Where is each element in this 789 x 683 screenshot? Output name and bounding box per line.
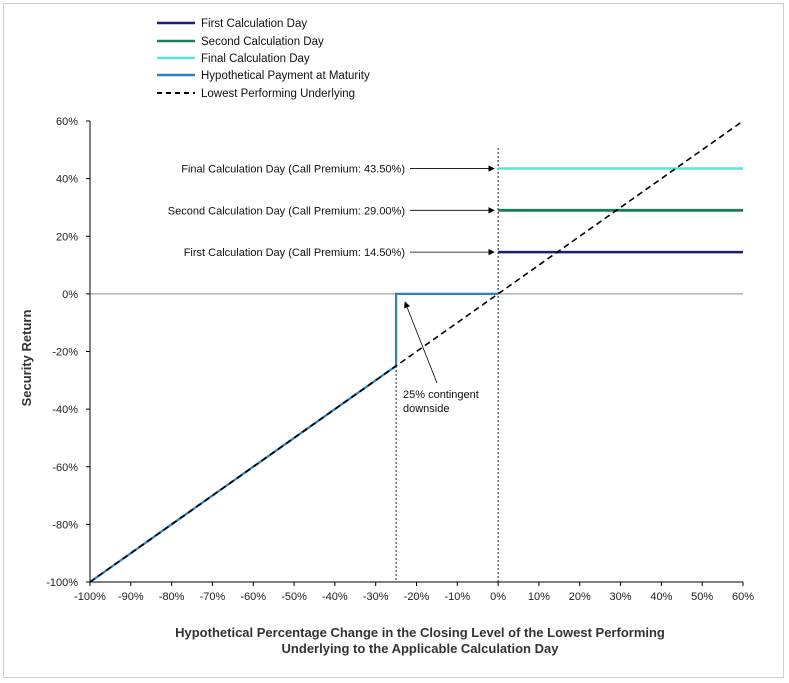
x-axis: -100% -90% -80% -70% -60% -50% -40% -30% -20% -10… — [74, 582, 754, 603]
x-axis-label-line-2: Underlying to the Applicable Calculation… — [282, 641, 560, 656]
legend-label: Lowest Performing Underlying — [201, 88, 355, 100]
annotation-label: First Calculation Day (Call Premium: 14.… — [184, 247, 405, 259]
x-tick-label: 20% — [569, 591, 591, 603]
x-tick-label: -100% — [74, 591, 106, 603]
annotation-arrow — [404, 301, 438, 384]
legend-label: Final Calculation Day — [201, 53, 310, 65]
legend-label: First Calculation Day — [201, 18, 307, 30]
x-tick-label: -70% — [200, 591, 226, 603]
y-tick-label: 0% — [62, 289, 78, 301]
y-tick-label: -80% — [52, 519, 78, 531]
y-tick-label: -20% — [52, 347, 78, 359]
annotations: Final Calculation Day (Call Premium: 43.… — [168, 164, 495, 415]
series-line-hypothetical-payment-at-maturity — [89, 292, 499, 583]
annotation-label: Second Calculation Day (Call Premium: 29… — [168, 205, 405, 217]
x-tick-label: -50% — [281, 591, 307, 603]
annotation-label: downside — [403, 403, 449, 415]
y-tick-label: 20% — [56, 231, 78, 243]
x-tick-label: -60% — [240, 591, 266, 603]
y-axis-label: Security Return — [19, 310, 34, 407]
x-tick-label: -90% — [118, 591, 144, 603]
y-tick-label: 60% — [56, 116, 78, 128]
x-tick-label: -80% — [159, 591, 185, 603]
annotation-label: Final Calculation Day (Call Premium: 43.… — [181, 164, 405, 176]
y-tick-label: -100% — [46, 577, 78, 589]
x-tick-label: -30% — [363, 591, 389, 603]
plot-area — [89, 120, 744, 583]
x-axis-label-line-1: Hypothetical Percentage Change in the Cl… — [175, 625, 665, 640]
legend: First Calculation Day Second Calculation … — [157, 18, 370, 100]
y-tick-label: -60% — [52, 462, 78, 474]
x-tick-label: 40% — [650, 591, 672, 603]
x-tick-label: -10% — [444, 591, 470, 603]
x-tick-label: -20% — [404, 591, 430, 603]
x-tick-label: 60% — [732, 591, 754, 603]
legend-label: Second Calculation Day — [201, 36, 324, 48]
series-line-lowest-performing-underlying — [89, 120, 744, 583]
x-tick-label: 30% — [610, 591, 632, 603]
legend-label: Hypothetical Payment at Maturity — [201, 70, 370, 82]
x-tick-label: 10% — [528, 591, 550, 603]
y-tick-label: 40% — [56, 174, 78, 186]
annotation-label: 25% contingent — [403, 389, 479, 401]
x-tick-label: 50% — [691, 591, 713, 603]
x-tick-label: 0% — [490, 591, 506, 603]
y-axis: -100% -80% -60% -40% -20% 0% 20% 40% 60% — [46, 116, 90, 589]
y-tick-label: -40% — [52, 404, 78, 416]
chart-frame — [3, 3, 784, 678]
x-tick-label: -40% — [322, 591, 348, 603]
